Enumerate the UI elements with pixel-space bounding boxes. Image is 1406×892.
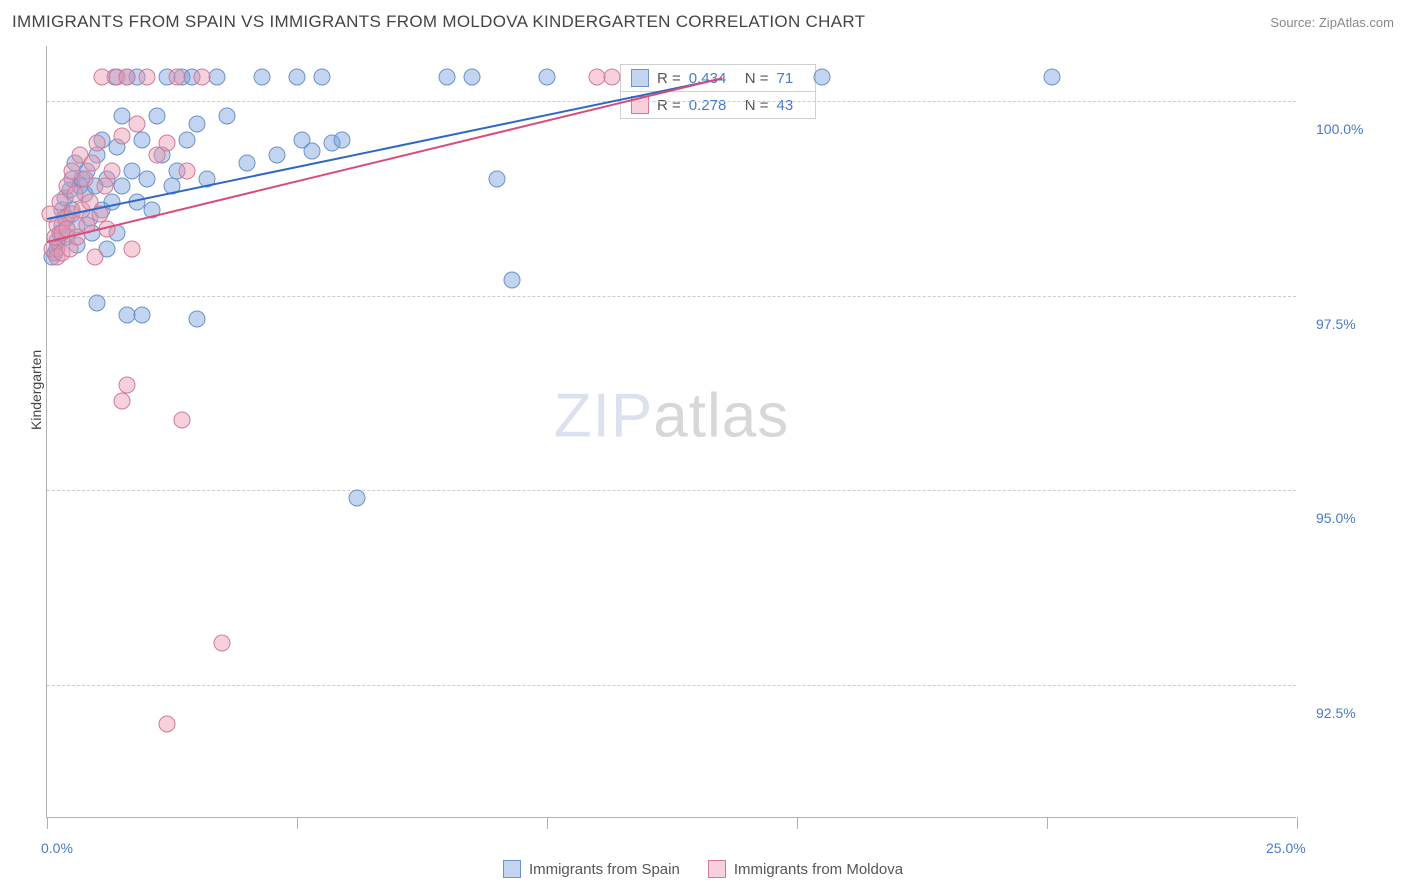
data-point	[159, 716, 176, 733]
data-point	[489, 170, 506, 187]
y-axis-label: Kindergarten	[28, 350, 44, 430]
data-point	[89, 135, 106, 152]
regression-line	[47, 77, 722, 219]
x-tick-mark	[1297, 817, 1298, 829]
data-point	[96, 178, 113, 195]
data-point	[334, 131, 351, 148]
gridline	[47, 101, 1296, 102]
legend-swatch	[708, 860, 726, 878]
data-point	[114, 127, 131, 144]
legend-label: Immigrants from Spain	[529, 861, 680, 878]
data-point	[174, 412, 191, 429]
data-point	[209, 69, 226, 86]
x-tick-label: 0.0%	[41, 840, 73, 856]
legend-item: Immigrants from Spain	[503, 860, 680, 878]
gridline	[47, 490, 1296, 491]
y-tick-label: 92.5%	[1316, 705, 1356, 721]
stat-r-label: R =	[657, 70, 681, 87]
data-point	[179, 162, 196, 179]
data-point	[84, 154, 101, 171]
regression-stats-box: R =0.434N =71R =0.278N =43	[620, 64, 816, 119]
gridline	[47, 685, 1296, 686]
y-tick-label: 100.0%	[1316, 121, 1363, 137]
stat-n-value: 43	[777, 97, 805, 114]
data-point	[194, 69, 211, 86]
data-point	[314, 69, 331, 86]
data-point	[604, 69, 621, 86]
data-point	[76, 170, 93, 187]
data-point	[214, 634, 231, 651]
data-point	[1044, 69, 1061, 86]
data-point	[539, 69, 556, 86]
data-point	[179, 131, 196, 148]
x-tick-mark	[797, 817, 798, 829]
data-point	[169, 69, 186, 86]
data-point	[149, 108, 166, 125]
data-point	[269, 147, 286, 164]
data-point	[119, 377, 136, 394]
stat-n-value: 71	[777, 70, 805, 87]
data-point	[124, 240, 141, 257]
legend-swatch	[503, 860, 521, 878]
data-point	[349, 490, 366, 507]
x-tick-mark	[547, 817, 548, 829]
data-point	[139, 69, 156, 86]
legend-label: Immigrants from Moldova	[734, 861, 903, 878]
x-tick-mark	[1047, 817, 1048, 829]
stat-n-label: N =	[745, 97, 769, 114]
chart-title: IMMIGRANTS FROM SPAIN VS IMMIGRANTS FROM…	[12, 12, 865, 32]
data-point	[86, 248, 103, 265]
legend-item: Immigrants from Moldova	[708, 860, 903, 878]
data-point	[159, 135, 176, 152]
data-point	[814, 69, 831, 86]
data-point	[114, 392, 131, 409]
data-point	[504, 271, 521, 288]
watermark-part1: ZIP	[554, 382, 653, 451]
y-tick-label: 97.5%	[1316, 316, 1356, 332]
stat-r-label: R =	[657, 97, 681, 114]
data-point	[464, 69, 481, 86]
data-point	[89, 295, 106, 312]
source-link[interactable]: ZipAtlas.com	[1319, 15, 1394, 30]
watermark-part2: atlas	[653, 382, 789, 451]
x-tick-mark	[297, 817, 298, 829]
data-point	[189, 310, 206, 327]
x-tick-label: 25.0%	[1266, 840, 1306, 856]
source-attribution: Source: ZipAtlas.com	[1270, 15, 1394, 30]
data-point	[119, 69, 136, 86]
data-point	[139, 170, 156, 187]
data-point	[104, 162, 121, 179]
data-point	[134, 307, 151, 324]
data-point	[239, 154, 256, 171]
data-point	[304, 143, 321, 160]
scatter-plot: ZIPatlas R =0.434N =71R =0.278N =43	[46, 46, 1296, 818]
watermark-text: ZIPatlas	[554, 381, 789, 452]
data-point	[129, 115, 146, 132]
data-point	[114, 178, 131, 195]
series-swatch	[631, 69, 649, 87]
x-tick-mark	[47, 817, 48, 829]
regression-line	[47, 77, 722, 243]
chart-legend: Immigrants from Spain Immigrants from Mol…	[0, 860, 1406, 878]
stat-r-value: 0.278	[689, 97, 737, 114]
data-point	[254, 69, 271, 86]
source-label: Source:	[1270, 15, 1315, 30]
data-point	[289, 69, 306, 86]
data-point	[189, 115, 206, 132]
gridline	[47, 296, 1296, 297]
data-point	[134, 131, 151, 148]
data-point	[219, 108, 236, 125]
y-tick-label: 95.0%	[1316, 510, 1356, 526]
data-point	[439, 69, 456, 86]
stat-n-label: N =	[745, 70, 769, 87]
